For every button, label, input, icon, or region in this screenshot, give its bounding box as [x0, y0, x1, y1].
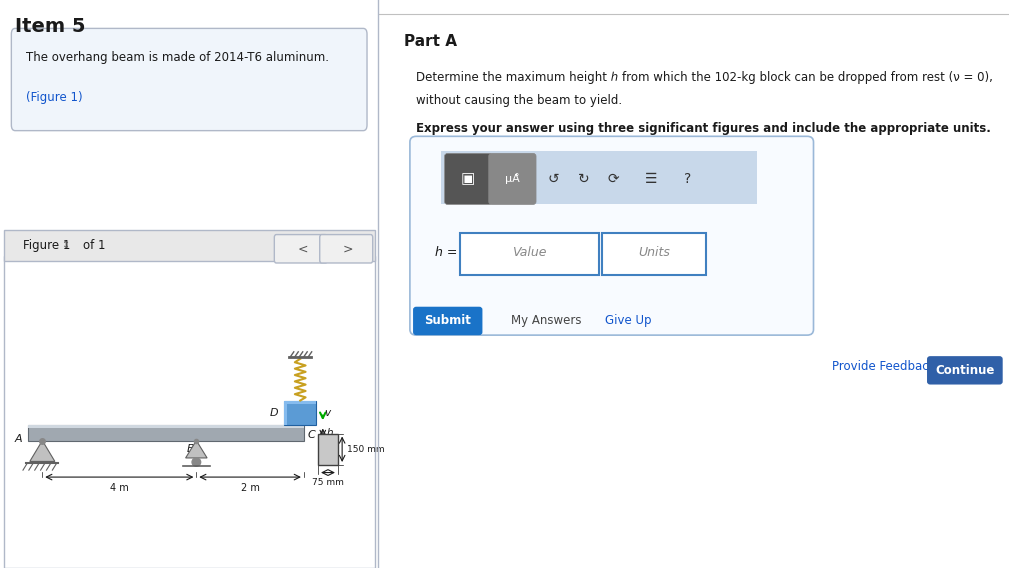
Text: h =: h = [435, 247, 457, 259]
Text: ↕: ↕ [63, 240, 71, 250]
Text: D: D [270, 408, 278, 417]
FancyBboxPatch shape [11, 28, 367, 131]
Text: 2 m: 2 m [240, 483, 259, 494]
Text: Continue: Continue [935, 364, 995, 377]
Bar [285, 400, 317, 425]
Text: (Figure 1): (Figure 1) [26, 91, 83, 104]
FancyBboxPatch shape [4, 256, 374, 568]
Text: B: B [187, 444, 195, 454]
Polygon shape [186, 441, 207, 458]
Text: The overhang beam is made of 2014-T6 aluminum.: The overhang beam is made of 2014-T6 alu… [26, 51, 330, 64]
Text: Express your answer using three significant figures and include the appropriate : Express your answer using three signific… [416, 122, 991, 135]
FancyBboxPatch shape [410, 136, 813, 335]
FancyBboxPatch shape [460, 233, 599, 275]
Bar [318, 433, 338, 465]
Text: Provide Feedback: Provide Feedback [832, 360, 936, 373]
Text: 150 mm: 150 mm [347, 445, 384, 454]
FancyBboxPatch shape [413, 307, 482, 335]
Bar [442, 151, 757, 204]
Bar [4, 230, 374, 261]
FancyBboxPatch shape [602, 233, 706, 275]
Text: Units: Units [639, 247, 671, 259]
Text: Figure 1: Figure 1 [22, 239, 70, 252]
Circle shape [192, 458, 201, 466]
FancyBboxPatch shape [445, 153, 492, 204]
Text: 75 mm: 75 mm [312, 478, 344, 487]
Text: A: A [15, 434, 22, 444]
Text: My Answers: My Answers [511, 315, 581, 327]
Text: ⟳: ⟳ [607, 172, 619, 186]
FancyBboxPatch shape [488, 153, 536, 204]
Bar [285, 400, 287, 425]
Text: Value: Value [513, 247, 547, 259]
Text: ☰: ☰ [645, 172, 657, 186]
Text: Determine the maximum height ℎ from which the 102-kg block can be dropped from r: Determine the maximum height ℎ from whic… [416, 71, 993, 84]
Bar [285, 400, 317, 404]
Polygon shape [30, 441, 54, 461]
Text: ↻: ↻ [577, 172, 589, 186]
Text: μÅ: μÅ [506, 173, 520, 185]
Text: <: < [298, 243, 308, 255]
Bar [28, 425, 304, 428]
Text: C: C [308, 431, 315, 440]
Text: v: v [325, 408, 331, 417]
Text: Give Up: Give Up [605, 315, 652, 327]
Text: Item 5: Item 5 [15, 17, 86, 36]
Bar [28, 425, 304, 441]
Text: ?: ? [684, 172, 691, 186]
Text: ▣: ▣ [461, 172, 475, 186]
Text: Part A: Part A [404, 34, 457, 49]
Text: h: h [326, 428, 333, 438]
Text: of 1: of 1 [83, 239, 106, 252]
FancyBboxPatch shape [320, 235, 372, 263]
Text: without causing the beam to yield.: without causing the beam to yield. [416, 94, 623, 107]
FancyBboxPatch shape [274, 235, 327, 263]
Text: Submit: Submit [425, 315, 471, 327]
FancyBboxPatch shape [927, 356, 1003, 385]
Text: 4 m: 4 m [110, 483, 129, 494]
Text: >: > [343, 243, 353, 255]
Text: ↺: ↺ [548, 172, 560, 186]
